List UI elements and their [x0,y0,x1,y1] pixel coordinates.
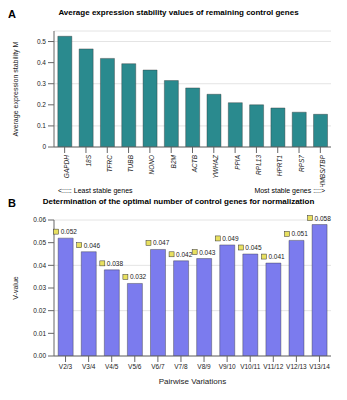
svg-text:0.04: 0.04 [33,262,46,269]
svg-text:V9/10: V9/10 [219,363,236,370]
svg-text:0.041: 0.041 [268,253,285,260]
svg-text:V13/14: V13/14 [309,363,330,370]
svg-text:YWHAZ: YWHAZ [212,154,219,179]
svg-text:HMBS/TBP: HMBS/TBP [319,154,326,187]
svg-text:0.043: 0.043 [199,249,216,256]
svg-text:RPS7: RPS7 [298,155,305,172]
svg-text:V11/12: V11/12 [263,363,284,370]
html-text:Average expression stability v: Average expression stability values of r… [58,8,299,17]
html-text:B: B [8,197,16,209]
svg-text:0.052: 0.052 [61,228,78,235]
svg-text:0.045: 0.045 [245,244,262,251]
svg-text:0.058: 0.058 [315,215,332,222]
svg-text:V5/6: V5/6 [128,363,142,370]
svg-text:0.038: 0.038 [107,260,124,267]
svg-text:0: 0 [42,143,46,150]
svg-text:0.042: 0.042 [176,251,193,258]
svg-text:V6/7: V6/7 [151,363,165,370]
svg-text:TUBB: TUBB [127,154,134,172]
svg-text:0.01: 0.01 [33,330,46,337]
html-text:<::::: Least stable genes: <::::: Least stable genes [58,187,133,194]
svg-text:0.06: 0.06 [33,216,46,223]
svg-text:0.4: 0.4 [37,59,46,66]
svg-text:HPRT1: HPRT1 [276,155,283,177]
svg-text:0.049: 0.049 [222,235,239,242]
svg-text:0.05: 0.05 [33,239,46,246]
svg-text:0.051: 0.051 [291,230,308,237]
svg-text:0.03: 0.03 [33,284,46,291]
svg-text:TFRC: TFRC [106,155,113,173]
svg-text:V2/3: V2/3 [59,363,73,370]
svg-text:V12/13: V12/13 [286,363,307,370]
svg-text:NONO: NONO [148,155,155,175]
svg-text:18S: 18S [85,154,92,166]
svg-text:0.032: 0.032 [130,273,147,280]
svg-text:V7/8: V7/8 [174,363,188,370]
svg-text:0.02: 0.02 [33,307,46,314]
html-text:Most stable genes ::::>: Most stable genes ::::> [254,187,325,194]
svg-text:V4/5: V4/5 [105,363,119,370]
html-text:A: A [8,8,16,20]
svg-text:PPIA: PPIA [234,155,241,170]
svg-text:RPL13: RPL13 [255,155,262,175]
svg-text:V10/11: V10/11 [240,363,261,370]
svg-text:V8/9: V8/9 [197,363,211,370]
html-text:Determination of the optimal n: Determination of the optimal number of c… [42,197,315,206]
svg-text:0.1: 0.1 [37,122,46,129]
svg-text:0.2: 0.2 [37,101,46,108]
svg-text:GAPDH: GAPDH [63,155,70,178]
svg-text:0.3: 0.3 [37,80,46,87]
svg-text:B2M: B2M [170,154,177,168]
svg-text:0.00: 0.00 [33,352,46,359]
svg-text:0.046: 0.046 [84,242,101,249]
svg-text:V-value: V-value [12,276,19,299]
svg-text:Pairwise Variations: Pairwise Variations [159,377,226,386]
svg-text:ACTB: ACTB [191,154,198,173]
svg-text:Average expression stability M: Average expression stability M [12,41,20,136]
svg-text:0.5: 0.5 [37,38,46,45]
svg-text:V3/4: V3/4 [82,363,96,370]
svg-text:0.047: 0.047 [153,239,170,246]
